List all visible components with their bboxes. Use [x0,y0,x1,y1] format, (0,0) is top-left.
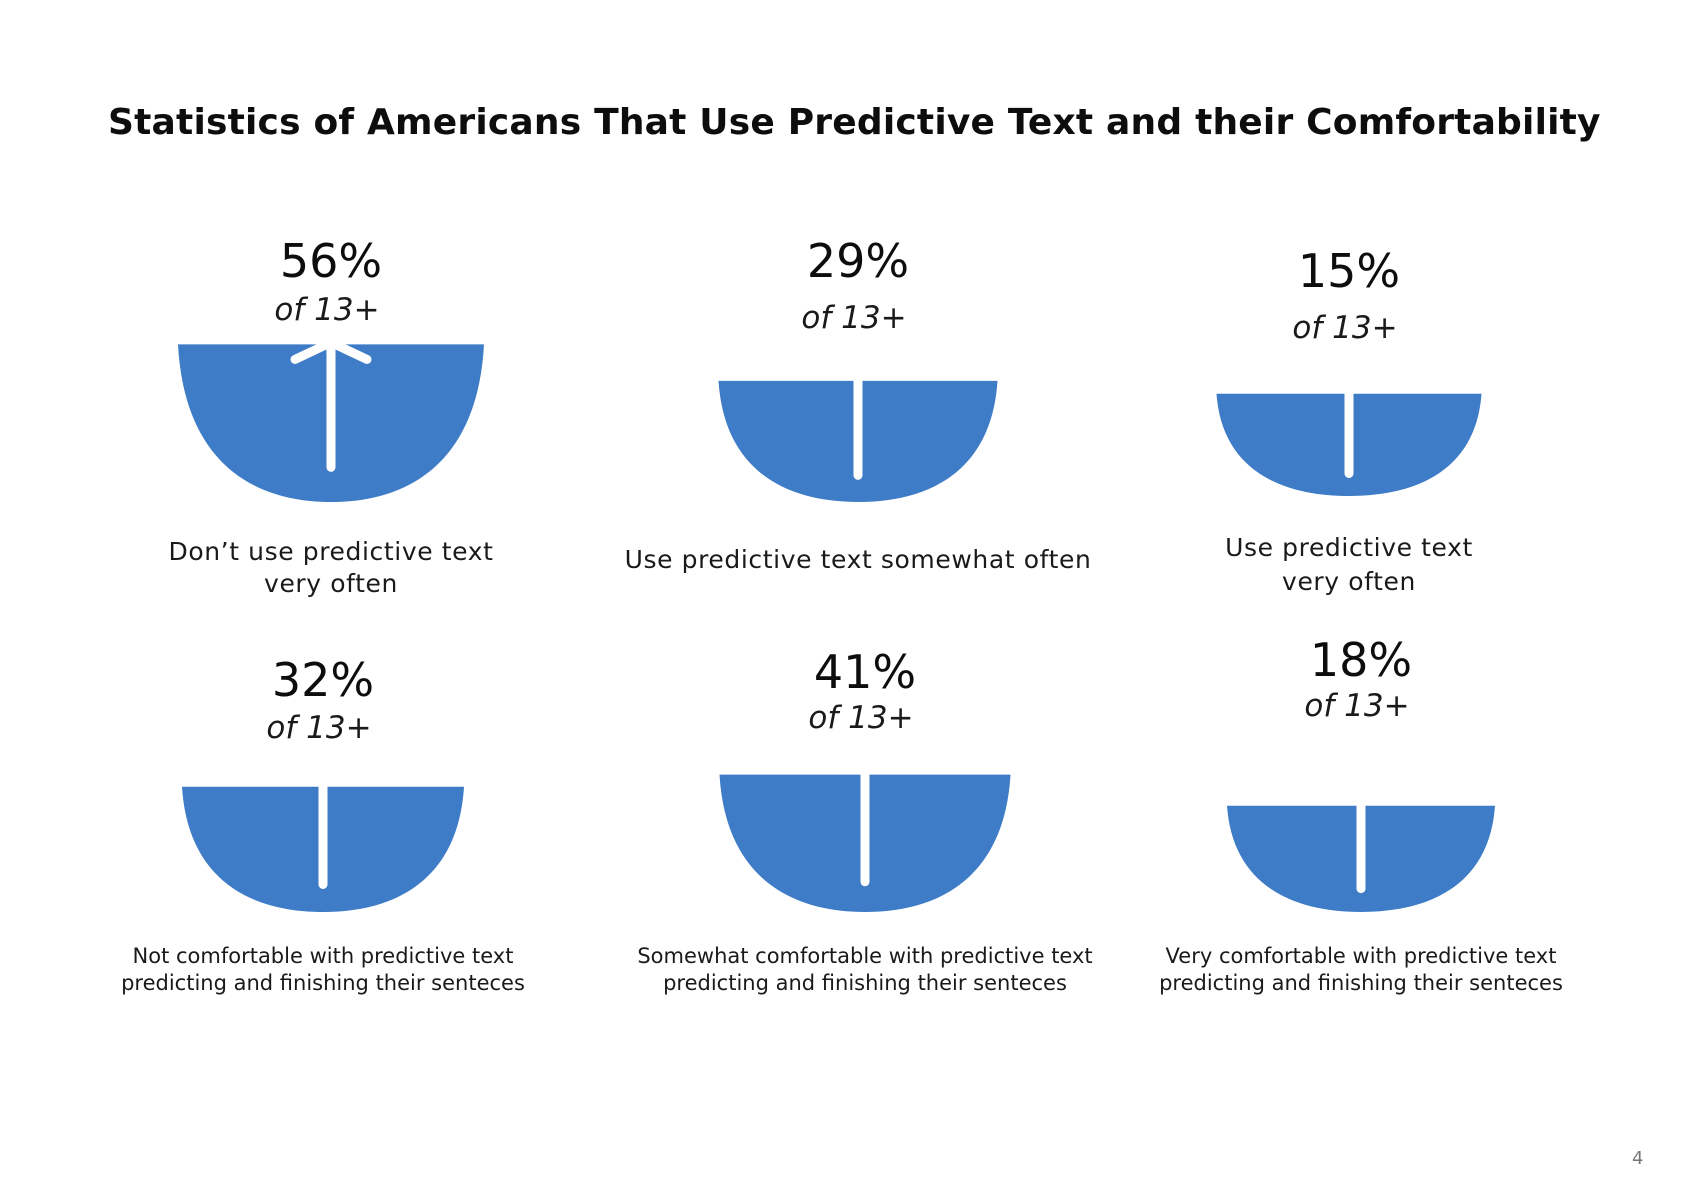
value-label: 18% [1310,633,1412,687]
value-label: 41% [814,645,916,699]
base-label: of 13+ [274,292,379,328]
category-label: Don’t use predictive text [168,537,493,566]
bowl-item: 56% of 13+ Don’t use predictive text very o… [168,234,493,598]
category-label: Very comfortable with predictive text [1166,944,1557,968]
value-label: 56% [280,234,382,288]
bowl-item: 18%of 13+ Very comfortable with predictiv… [1159,633,1563,995]
category-label: predicting and finishing their senteces [121,971,525,995]
arrow-head [290,337,372,364]
base-label: of 13+ [1304,688,1409,724]
category-label: very often [1282,567,1416,596]
category-label: Use predictive text [1225,533,1473,562]
bowl-item: 29% of 13+ Use predictive text somewhat of… [625,234,1092,574]
bowl-item: 15% of 13+ Use predictive text very often [1216,244,1482,596]
value-label: 29% [807,234,909,288]
category-label: predicting and finishing their senteces [1159,971,1563,995]
category-label: Not comfortable with predictive text [133,944,514,968]
bowl-item: 41%of 13+ Somewhat comfortable with predi… [637,645,1092,995]
base-label: of 13+ [266,710,371,746]
category-label: very often [264,569,398,598]
category-label: Use predictive text somewhat often [625,545,1092,574]
base-label: of 13+ [801,300,906,336]
bowl-item: 32%of 13+ Not comfortable with predictive… [121,653,525,995]
base-label: of 13+ [808,700,913,736]
value-label: 15% [1298,244,1400,298]
value-label: 32% [272,653,374,707]
base-label: of 13+ [1292,310,1397,346]
category-label: predicting and finishing their senteces [663,971,1067,995]
category-label: Somewhat comfortable with predictive tex… [637,944,1092,968]
page-number: 4 [1632,1148,1644,1169]
page-title: Statistics of Americans That Use Predict… [108,102,1601,143]
